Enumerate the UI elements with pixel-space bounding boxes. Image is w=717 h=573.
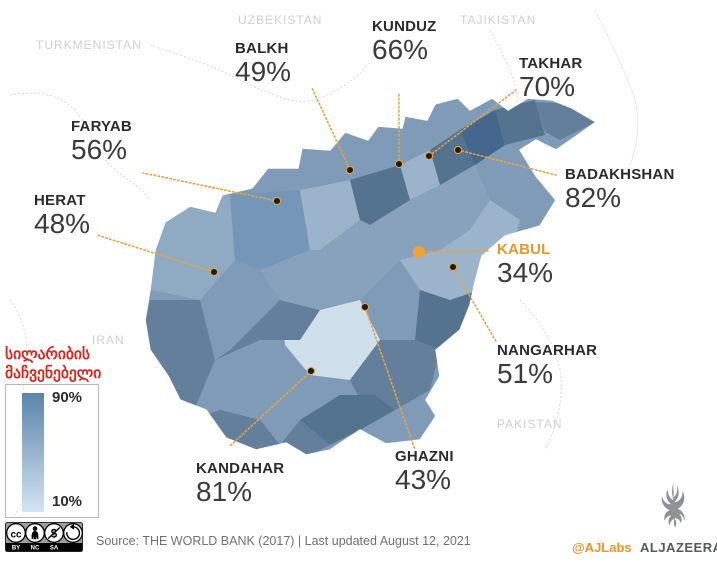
svg-text:NC: NC <box>31 546 40 552</box>
svg-text:SA: SA <box>50 546 59 552</box>
svg-text:cc: cc <box>10 530 22 541</box>
svg-text:BY: BY <box>12 546 20 552</box>
